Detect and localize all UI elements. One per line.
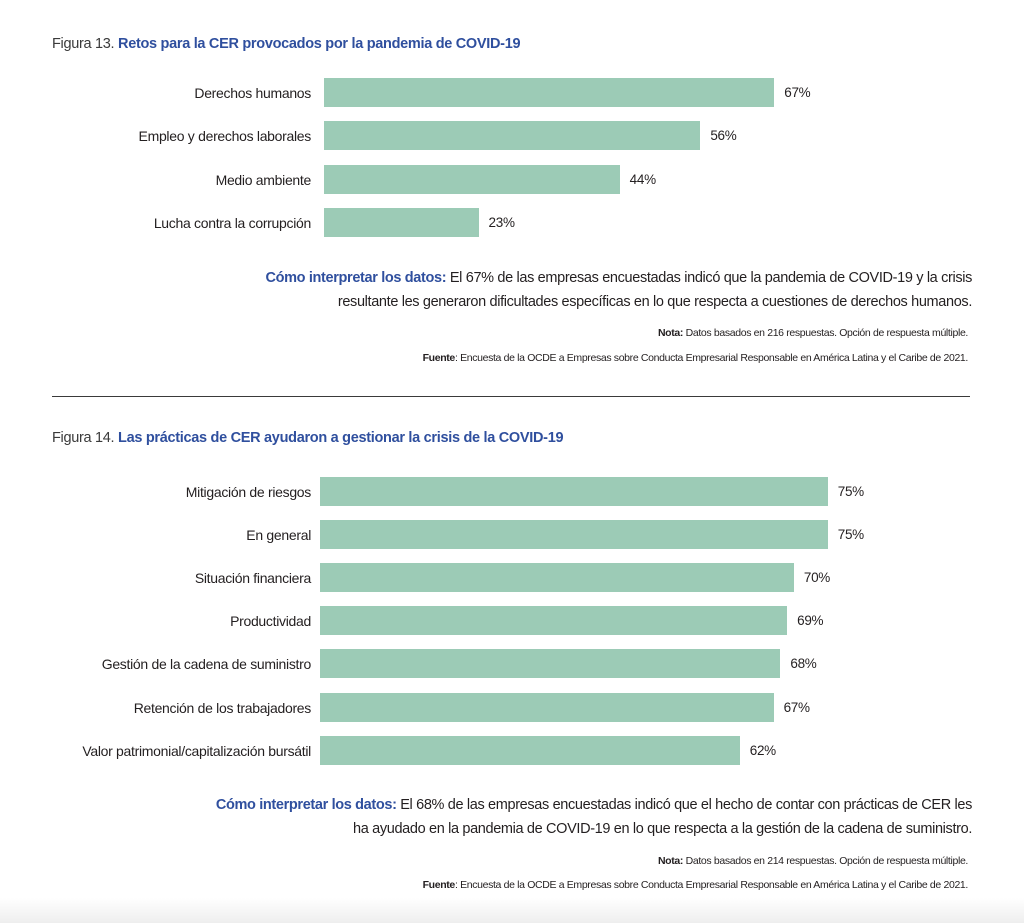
figure-14-title-text: Las prácticas de CER ayudaron a gestiona… <box>118 430 564 446</box>
figure-13-interpretation-label: Cómo interpretar los datos: <box>265 270 447 286</box>
figure-13-title-text: Retos para la CER provocados por la pand… <box>118 36 521 52</box>
figure-14-source-label: Fuente <box>422 879 456 891</box>
bar-row: Valor patrimonial/capitalización bursáti… <box>0 735 1024 766</box>
figure-13-interpretation-text: El 67% de las empresas encuestadas indic… <box>337 270 972 310</box>
category-label: Mitigación de riesgos <box>185 484 312 500</box>
figure-13-note-text: Datos basados en 216 respuestas. Opción … <box>683 327 969 339</box>
category-label: En general <box>246 527 311 544</box>
figure-13-source: Fuente: Encuesta de la OCDE a Empresas s… <box>422 352 969 364</box>
bar <box>324 207 479 237</box>
figure-14-source-text: : Encuesta de la OCDE a Empresas sobre C… <box>454 879 968 891</box>
figure-14-number: Figura 14. <box>52 430 115 446</box>
bar-row: En general 75% <box>0 520 1024 550</box>
category-label: Valor patrimonial/capitalización bursáti… <box>82 742 311 759</box>
bar-row: Retención de los trabajadores 67% <box>0 692 1024 723</box>
figure-14-interpretation-label: Cómo interpretar los datos: <box>215 797 397 813</box>
figure-14-note: Nota: Datos basados en 214 respuestas. O… <box>658 855 968 867</box>
figure-13-interpretation: Cómo interpretar los datos: El 67% de la… <box>240 266 973 314</box>
category-label: Derechos humanos <box>194 85 311 101</box>
bar-row: Mitigación de riesgos 75% <box>0 477 1024 507</box>
value-label: 68% <box>790 656 817 672</box>
bar-row: Derechos humanos 67% <box>0 78 1024 108</box>
bar-row: Productividad 69% <box>0 606 1024 636</box>
category-label: Situación financiera <box>194 570 311 587</box>
figure-13-note: Nota: Datos basados en 216 respuestas. O… <box>658 327 968 339</box>
bar-row: Situación financiera 70% <box>0 563 1024 593</box>
bottom-shadow <box>0 898 1024 923</box>
figure-13-number: Figura 13. <box>52 36 115 52</box>
value-label: 75% <box>837 484 864 499</box>
bar <box>324 78 775 107</box>
bar-row: Medio ambiente 44% <box>0 164 1024 195</box>
bar-row: Empleo y derechos laborales 56% <box>0 121 1024 151</box>
bar <box>320 477 828 506</box>
category-label: Empleo y derechos laborales <box>138 128 312 145</box>
figure-13-source-label: Fuente <box>422 352 456 364</box>
category-label: Gestión de la cadena de suministro <box>101 656 312 673</box>
category-label: Medio ambiente <box>215 171 312 188</box>
bar <box>320 520 828 550</box>
bar <box>320 735 740 765</box>
section-divider <box>52 396 970 397</box>
figure-14-note-text: Datos basados en 214 respuestas. Opción … <box>683 855 969 867</box>
figure-14-source: Fuente: Encuesta de la OCDE a Empresas s… <box>422 879 969 891</box>
figure-14-interpretation-text: El 68% de las empresas encuestadas indic… <box>353 797 972 837</box>
bar <box>320 649 781 679</box>
bar <box>324 121 701 151</box>
value-label: 67% <box>784 85 811 100</box>
category-label: Lucha contra la corrupción <box>153 214 311 231</box>
value-label: 70% <box>803 570 831 586</box>
value-label: 62% <box>749 742 776 758</box>
category-label: Retención de los trabajadores <box>133 699 312 716</box>
value-label: 23% <box>488 214 515 230</box>
bar <box>320 606 788 636</box>
value-label: 75% <box>837 527 864 543</box>
category-label: Productividad <box>230 613 311 630</box>
figure-13-source-text: : Encuesta de la OCDE a Empresas sobre C… <box>454 352 968 364</box>
figure-13-title: Figura 13. Retos para la CER provocados … <box>52 36 521 52</box>
bar <box>324 164 620 194</box>
figure-13-note-label: Nota: <box>657 327 684 339</box>
value-label: 56% <box>710 128 737 144</box>
figure-14-note-label: Nota: <box>657 855 684 867</box>
value-label: 44% <box>629 171 656 187</box>
value-label: 69% <box>797 613 824 629</box>
bar <box>320 692 774 722</box>
value-label: 67% <box>783 699 810 715</box>
bar-row: Gestión de la cadena de suministro 68% <box>0 649 1024 679</box>
figure-14-title: Figura 14. Las prácticas de CER ayudaron… <box>52 430 564 446</box>
bar <box>320 563 794 593</box>
bar-row: Lucha contra la corrupción 23% <box>0 207 1024 238</box>
figure-14-interpretation: Cómo interpretar los datos: El 68% de la… <box>200 793 972 841</box>
